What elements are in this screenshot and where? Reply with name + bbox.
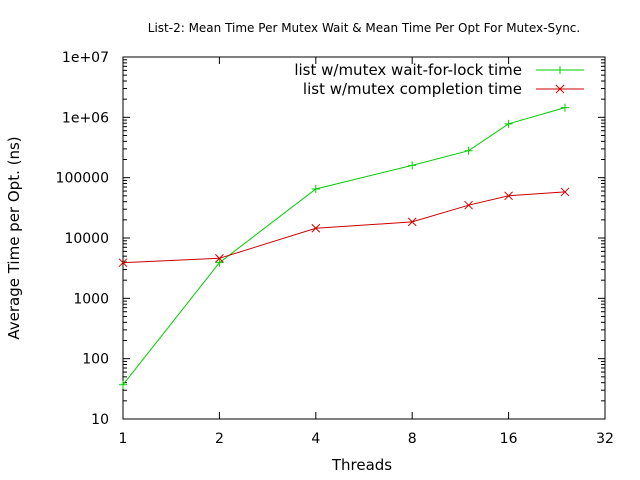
y-tick-label: 1e+07: [62, 50, 109, 66]
series-line: [122, 191, 566, 264]
y-axis-label: Average Time per Opt. (ns): [5, 136, 23, 339]
series-layer: [118, 103, 570, 389]
data-point: [560, 103, 569, 112]
x-tick-label: 1: [119, 431, 128, 447]
y-tick-label: 1e+06: [62, 110, 109, 126]
data-point: [118, 258, 128, 268]
data-point: [215, 258, 224, 267]
chart-title: List-2: Mean Time Per Mutex Wait & Mean …: [148, 21, 580, 35]
data-point: [119, 380, 127, 389]
series-1: [119, 103, 569, 389]
data-point: [311, 223, 321, 233]
legend-label: list w/mutex wait-for-lock time: [294, 61, 522, 79]
data-point: [555, 84, 565, 94]
data-point: [464, 200, 473, 210]
data-point: [504, 191, 513, 201]
x-tick-label: 32: [596, 431, 614, 447]
y-tick-label: 1000: [73, 291, 109, 307]
y-tick-label: 10000: [64, 231, 109, 247]
data-point: [407, 217, 417, 227]
x-tick-label: 16: [500, 431, 518, 447]
y-tick-label: 100: [82, 352, 109, 368]
data-point: [215, 253, 224, 263]
series-2: [118, 187, 570, 268]
data-point: [504, 119, 513, 128]
x-tick-label: 2: [215, 431, 224, 447]
y-tick-label: 100000: [56, 171, 109, 187]
x-tick-label: 8: [408, 431, 417, 447]
x-tick-label: 4: [311, 431, 320, 447]
data-point: [560, 187, 570, 197]
data-point: [408, 161, 417, 170]
plot-area-frame: [122, 56, 606, 420]
data-point: [311, 184, 320, 193]
data-point: [464, 146, 473, 155]
data-point: [556, 66, 564, 74]
legend-label: list w/mutex completion time: [303, 80, 522, 98]
series-line: [122, 107, 566, 386]
axis-ticks: 1 2 4 8 16 32 10 100 1000 10000 100000 1e+06 1e+07: [56, 50, 614, 447]
x-axis-label: Threads: [331, 456, 392, 474]
y-tick-label: 10: [91, 412, 109, 428]
